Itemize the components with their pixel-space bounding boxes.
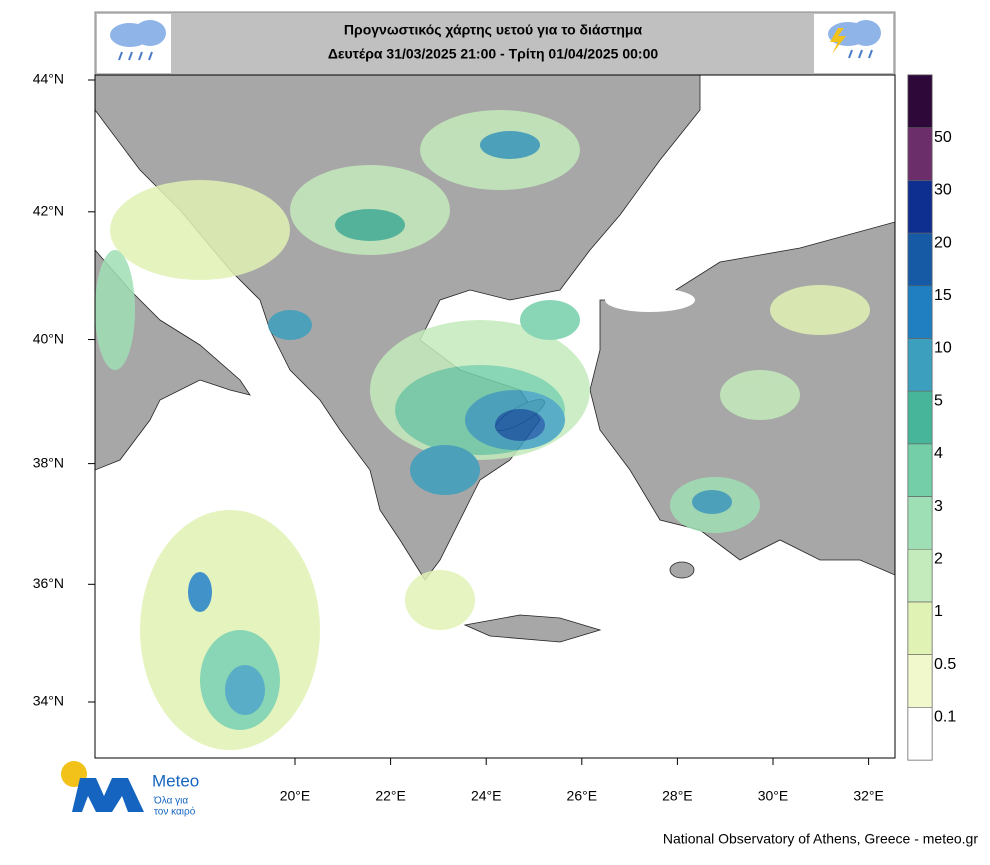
lat-tick-label: 36°N: [33, 575, 64, 591]
colorbar-label: 50: [934, 129, 952, 146]
colorbar-label: 10: [934, 340, 952, 357]
rain-icon: [110, 20, 166, 61]
title-line: Δευτέρα 31/03/2025 21:00 - Τρίτη 01/04/2…: [328, 46, 659, 62]
lon-tick-label: 20°E: [280, 788, 311, 804]
colorbar-label: 1: [934, 603, 943, 620]
colorbar-label: 4: [934, 445, 943, 462]
lat-tick-label: 34°N: [33, 693, 64, 709]
logo-tagline: τον καιρό: [154, 806, 196, 818]
lat-tick-label: 40°N: [33, 330, 64, 346]
colorbar-segment: [907, 601, 933, 655]
colorbar-segment: [907, 74, 933, 128]
colorbar-segment: [907, 707, 933, 761]
lon-tick-label: 30°E: [758, 788, 789, 804]
map: [95, 75, 895, 758]
title-line: Προγνωστικός χάρτης υετού για το διάστημ…: [344, 22, 643, 38]
colorbar-label: 20: [934, 234, 952, 251]
colorbar-segment: [907, 285, 933, 339]
logo-tagline: Όλα για: [153, 796, 188, 807]
colorbar-label: 3: [934, 498, 943, 515]
lat-tick-label: 44°N: [33, 71, 64, 87]
lat-tick-label: 42°N: [33, 203, 64, 219]
colorbar-label: 5: [934, 392, 943, 409]
colorbar-segment: [907, 654, 933, 708]
colorbar-segment: [907, 232, 933, 287]
colorbar-segment: [907, 443, 933, 497]
lon-tick-label: 22°E: [375, 788, 406, 804]
colorbar-label: 30: [934, 182, 952, 199]
colorbar-segment: [907, 390, 933, 445]
header-bar: [94, 11, 896, 76]
colorbar-segment: [907, 338, 933, 392]
colorbar-label: 0.1: [934, 709, 956, 726]
colorbar-segment: [907, 496, 933, 550]
colorbar-segment: [907, 180, 933, 234]
map-frame: [94, 74, 896, 759]
storm-icon: [828, 20, 881, 59]
colorbar-label: 2: [934, 550, 943, 567]
lon-tick-label: 32°E: [853, 788, 884, 804]
colorbar-segment: [907, 548, 933, 603]
logo-name: Meteo: [152, 771, 199, 790]
lat-tick-label: 38°N: [33, 454, 64, 470]
colorbar-segment: [907, 127, 933, 181]
colorbar-label: 0.5: [934, 656, 956, 673]
lon-tick-label: 24°E: [471, 788, 502, 804]
logo: Meteo Όλα για τον καιρό: [61, 761, 199, 818]
lon-tick-label: 26°E: [567, 788, 598, 804]
colorbar-label: 15: [934, 287, 952, 304]
lon-tick-label: 28°E: [662, 788, 693, 804]
footer: National Observatory of Athens, Greece -…: [663, 831, 978, 847]
